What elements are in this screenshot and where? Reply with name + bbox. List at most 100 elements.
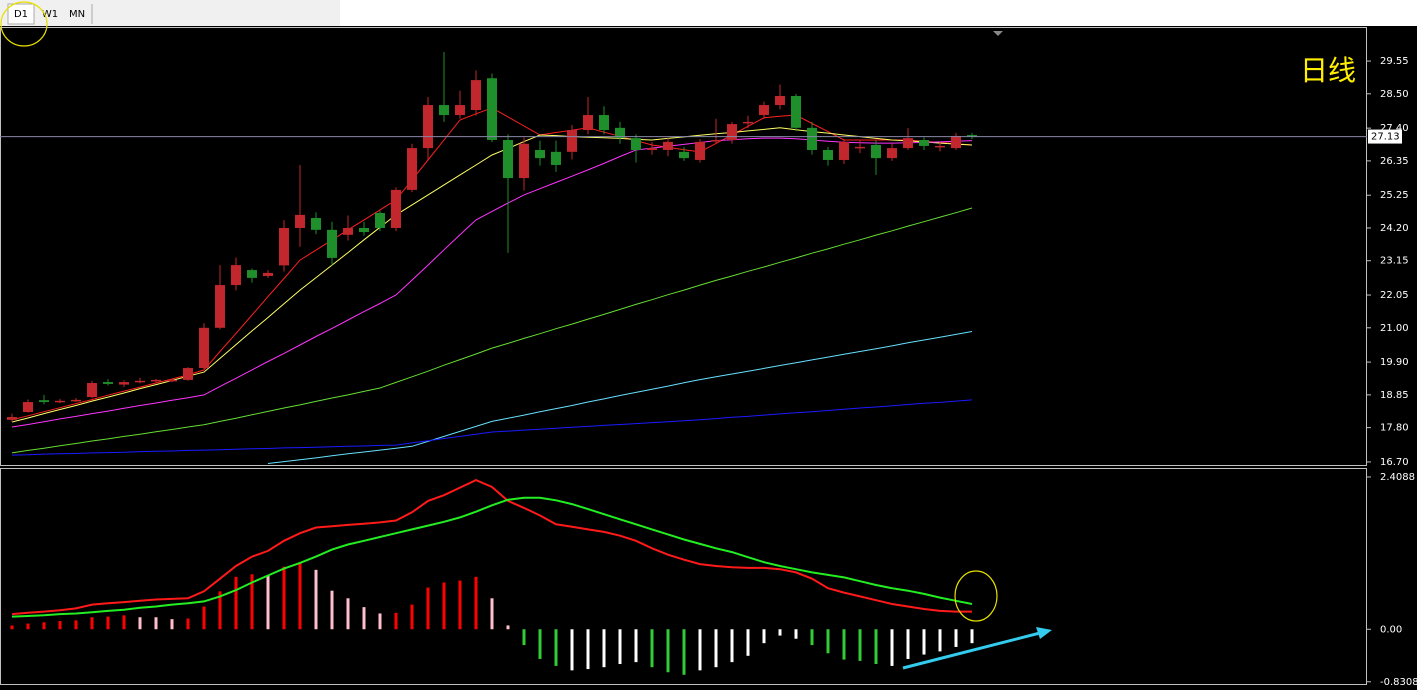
histogram-bar xyxy=(842,629,846,660)
moving-average xyxy=(11,207,973,454)
histogram-bar xyxy=(634,629,638,663)
candle-body xyxy=(455,105,465,116)
tab-label[interactable]: MN xyxy=(69,9,85,20)
candle-body xyxy=(295,214,305,228)
y-tick-label: -0.8308 xyxy=(1380,677,1417,686)
candle-body xyxy=(759,105,769,116)
histogram-bar xyxy=(474,576,478,630)
candle-body xyxy=(87,383,97,398)
candle-body xyxy=(23,402,33,413)
histogram-bar xyxy=(250,574,254,630)
histogram-bar xyxy=(298,562,302,630)
y-tick-label: 26.35 xyxy=(1380,156,1409,167)
histogram-bar xyxy=(602,629,606,668)
histogram-bar xyxy=(794,629,798,639)
histogram-bar xyxy=(314,569,318,630)
candle-body xyxy=(567,130,577,152)
histogram-bar xyxy=(394,612,398,630)
candle-body xyxy=(743,121,753,124)
tab-label[interactable]: D1 xyxy=(14,9,28,20)
candle-body xyxy=(391,189,401,228)
histogram-bar xyxy=(26,623,30,630)
y-tick-label: 29.55 xyxy=(1380,56,1409,67)
candle-body xyxy=(823,149,833,160)
y-tick-label: 2.4088 xyxy=(1380,472,1415,483)
y-tick-label: 25.25 xyxy=(1380,190,1409,201)
candle-body xyxy=(343,227,353,235)
histogram-bar xyxy=(954,629,958,647)
candle-body xyxy=(263,272,273,277)
histogram-bar xyxy=(202,606,206,630)
candle-body xyxy=(503,139,513,179)
y-tick-label: 21.00 xyxy=(1380,323,1409,334)
candle-body xyxy=(711,139,721,142)
histogram-bar xyxy=(170,619,174,630)
candle-body xyxy=(535,149,545,159)
histogram-bar xyxy=(410,604,414,630)
candle-body xyxy=(71,399,81,402)
histogram-bar xyxy=(970,629,974,644)
histogram-bar xyxy=(234,576,238,630)
candle-body xyxy=(167,379,177,382)
histogram-bar xyxy=(378,613,382,630)
histogram-bar xyxy=(458,580,462,630)
histogram-bar xyxy=(826,629,830,654)
candle-body xyxy=(311,217,321,230)
histogram-bar xyxy=(362,607,366,630)
candle-body xyxy=(599,115,609,131)
histogram-bar xyxy=(538,629,542,659)
histogram-bar xyxy=(74,620,78,630)
histogram-bar xyxy=(138,617,142,630)
candle-body xyxy=(551,151,561,165)
histogram-bar xyxy=(698,629,702,671)
candle-body xyxy=(727,124,737,140)
macd-panel-frame xyxy=(0,468,1367,685)
histogram-bar xyxy=(330,590,334,630)
histogram-bar xyxy=(922,629,926,655)
tab[interactable] xyxy=(7,3,35,25)
histogram-bar xyxy=(762,629,766,644)
y-tick-label: 16.70 xyxy=(1380,457,1409,468)
y-tick-label: 17.80 xyxy=(1380,423,1409,434)
histogram-bar xyxy=(346,598,350,630)
histogram-bar xyxy=(90,617,94,630)
candle-body xyxy=(519,143,529,179)
candle-body xyxy=(647,148,657,150)
candle-body xyxy=(215,285,225,328)
candle-body xyxy=(183,368,193,380)
tab-label[interactable]: W1 xyxy=(42,9,58,20)
histogram-bar xyxy=(106,616,110,630)
candle-body xyxy=(631,138,641,150)
candle-body xyxy=(7,417,17,420)
candle-body xyxy=(471,80,481,111)
trend-arrow-head xyxy=(1036,627,1052,639)
candle-body xyxy=(439,105,449,116)
histogram-bar xyxy=(874,629,878,665)
candle-body xyxy=(359,227,369,233)
histogram-bar xyxy=(714,629,718,668)
candle-body xyxy=(935,145,945,148)
candle-body xyxy=(871,144,881,159)
plot: 16.70 17.80 18.85 19.90 21.00 22.05 23.15 24.20… xyxy=(0,52,1417,688)
annotation: 日线 xyxy=(1300,54,1356,87)
y-tick-label: 22.05 xyxy=(1380,290,1409,301)
candle-body xyxy=(135,380,145,383)
candle-body xyxy=(615,127,625,139)
candle-body xyxy=(967,135,977,137)
candle-body xyxy=(199,327,209,369)
y-tick-label: 23.15 xyxy=(1380,256,1409,267)
histogram-bar xyxy=(746,629,750,656)
candle-body xyxy=(663,141,673,150)
candle-body xyxy=(39,400,49,403)
candle-body xyxy=(887,148,897,159)
histogram-bar xyxy=(282,566,286,630)
candle-body xyxy=(279,227,289,266)
scroll-marker xyxy=(993,31,1003,36)
highlight-circle xyxy=(954,570,998,622)
candle-body xyxy=(375,212,385,228)
candle-body xyxy=(151,379,161,382)
toolbar-blank xyxy=(340,0,1417,26)
histogram-bar xyxy=(554,629,558,666)
